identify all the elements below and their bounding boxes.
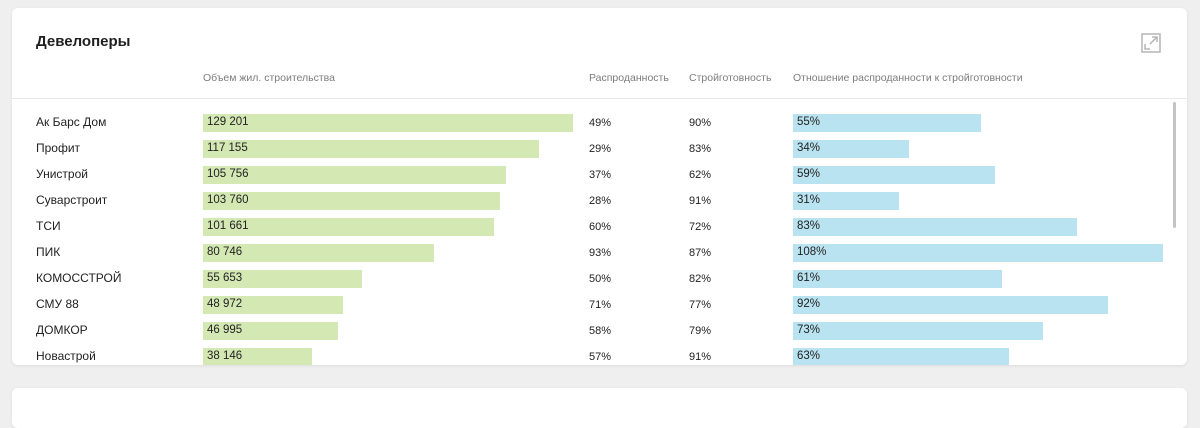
volume-value: 46 995 <box>207 324 243 336</box>
table-row[interactable]: СМУ 88 48 972 71% 77% 92% <box>12 294 1172 316</box>
ratio-bar: 31% <box>793 192 899 210</box>
readiness-value: 90% <box>689 117 712 129</box>
ratio-value: 59% <box>797 168 821 180</box>
developer-name: ПИК <box>36 245 61 259</box>
next-panel <box>12 388 1187 428</box>
column-header-volume[interactable]: Объем жил. строительства <box>203 72 335 84</box>
ratio-bar: 34% <box>793 140 909 158</box>
volume-bar: 48 972 <box>203 296 343 314</box>
table-row[interactable]: ДОМКОР 46 995 58% 79% 73% <box>12 320 1172 342</box>
developer-name: Суварстроит <box>36 193 108 207</box>
sold-value: 71% <box>589 299 612 311</box>
ratio-bar: 59% <box>793 166 995 184</box>
table-row[interactable]: ПИК 80 746 93% 87% 108% <box>12 242 1172 264</box>
sold-value: 49% <box>589 117 612 129</box>
column-header-readiness[interactable]: Стройготовность <box>689 72 772 84</box>
ratio-value: 63% <box>797 350 821 362</box>
ratio-bar: 63% <box>793 348 1009 365</box>
volume-value: 101 661 <box>207 220 249 232</box>
sold-value: 37% <box>589 169 612 181</box>
volume-bar: 80 746 <box>203 244 434 262</box>
table-row[interactable]: Унистрой 105 756 37% 62% 59% <box>12 164 1172 186</box>
readiness-value: 79% <box>689 325 712 337</box>
readiness-value: 77% <box>689 299 712 311</box>
header-divider <box>12 98 1187 99</box>
ratio-value: 34% <box>797 142 821 154</box>
expand-icon[interactable] <box>1141 33 1161 53</box>
sold-value: 58% <box>589 325 612 337</box>
sold-value: 57% <box>589 351 612 363</box>
ratio-value: 31% <box>797 194 821 206</box>
readiness-value: 91% <box>689 195 712 207</box>
developer-name: СМУ 88 <box>36 297 79 311</box>
ratio-bar: 92% <box>793 296 1108 314</box>
table-row[interactable]: Новастрой 38 146 57% 91% 63% <box>12 346 1172 365</box>
developer-name: ТСИ <box>36 219 61 233</box>
ratio-bar: 108% <box>793 244 1163 262</box>
volume-bar: 46 995 <box>203 322 338 340</box>
ratio-value: 73% <box>797 324 821 336</box>
table-row[interactable]: Профит 117 155 29% 83% 34% <box>12 138 1172 160</box>
sold-value: 28% <box>589 195 612 207</box>
table-row[interactable]: КОМОССТРОЙ 55 653 50% 82% 61% <box>12 268 1172 290</box>
volume-value: 103 760 <box>207 194 249 206</box>
ratio-value: 92% <box>797 298 821 310</box>
sold-value: 93% <box>589 247 612 259</box>
ratio-value: 61% <box>797 272 821 284</box>
volume-value: 55 653 <box>207 272 243 284</box>
readiness-value: 72% <box>689 221 712 233</box>
scrollbar[interactable] <box>1173 102 1176 228</box>
readiness-value: 62% <box>689 169 712 181</box>
sold-value: 29% <box>589 143 612 155</box>
column-header-sold[interactable]: Распроданность <box>589 72 669 84</box>
volume-bar: 105 756 <box>203 166 506 184</box>
volume-value: 129 201 <box>207 116 249 128</box>
readiness-value: 83% <box>689 143 712 155</box>
readiness-value: 87% <box>689 247 712 259</box>
developer-name: Новастрой <box>36 349 96 363</box>
volume-value: 48 972 <box>207 298 243 310</box>
developer-name: Профит <box>36 141 81 155</box>
sold-value: 60% <box>589 221 612 233</box>
developer-name: Ак Барс Дом <box>36 115 107 129</box>
panel-title: Девелоперы <box>36 33 131 50</box>
ratio-value: 108% <box>797 246 827 258</box>
developer-name: Унистрой <box>36 167 88 181</box>
table-row[interactable]: Ак Барс Дом 129 201 49% 90% 55% <box>12 112 1172 134</box>
readiness-value: 91% <box>689 351 712 363</box>
developer-name: ДОМКОР <box>36 323 88 337</box>
volume-value: 38 146 <box>207 350 243 362</box>
volume-value: 105 756 <box>207 168 249 180</box>
volume-bar: 117 155 <box>203 140 539 158</box>
volume-bar: 101 661 <box>203 218 494 236</box>
volume-bar: 129 201 <box>203 114 573 132</box>
ratio-value: 55% <box>797 116 821 128</box>
ratio-bar: 61% <box>793 270 1002 288</box>
volume-bar: 38 146 <box>203 348 312 365</box>
ratio-value: 83% <box>797 220 821 232</box>
volume-bar: 55 653 <box>203 270 362 288</box>
volume-value: 117 155 <box>207 142 248 154</box>
ratio-bar: 83% <box>793 218 1077 236</box>
table-row[interactable]: Суварстроит 103 760 28% 91% 31% <box>12 190 1172 212</box>
column-header-ratio[interactable]: Отношение распроданности к стройготовнос… <box>793 72 1023 84</box>
volume-bar: 103 760 <box>203 192 500 210</box>
table-row[interactable]: ТСИ 101 661 60% 72% 83% <box>12 216 1172 238</box>
ratio-bar: 55% <box>793 114 981 132</box>
developers-panel: Девелоперы Объем жил. строительства Расп… <box>12 8 1187 365</box>
sold-value: 50% <box>589 273 612 285</box>
developer-name: КОМОССТРОЙ <box>36 271 122 285</box>
volume-value: 80 746 <box>207 246 243 258</box>
ratio-bar: 73% <box>793 322 1043 340</box>
readiness-value: 82% <box>689 273 712 285</box>
